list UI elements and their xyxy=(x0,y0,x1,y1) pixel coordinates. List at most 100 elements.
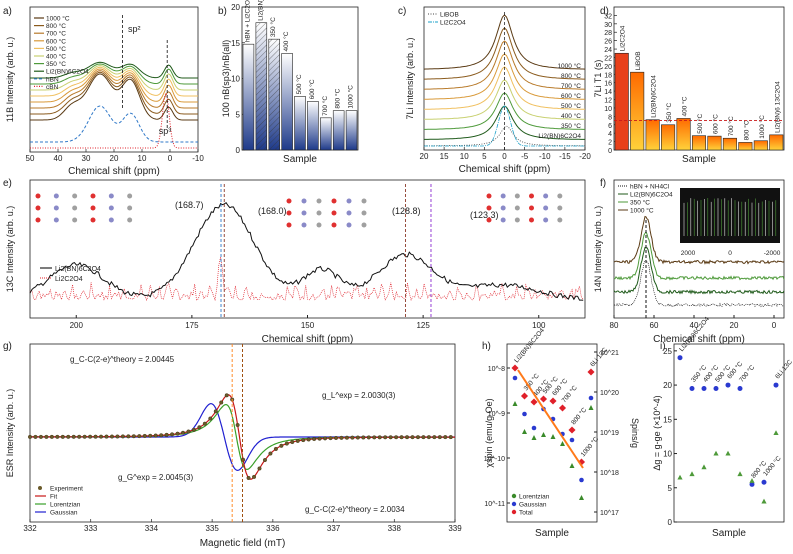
panel-b-bar xyxy=(307,101,319,151)
panel-g-experiment-point xyxy=(175,431,180,436)
panel-b-bar xyxy=(320,117,332,151)
panel-i-point xyxy=(749,478,755,483)
panel-g-experiment-point xyxy=(290,440,295,445)
panel-e-atom xyxy=(500,193,506,199)
panel-b-bar xyxy=(294,96,306,151)
panel-c-series-2 xyxy=(423,40,586,90)
panel-g-experiment-point xyxy=(180,430,185,435)
panel-g-experiment-point xyxy=(262,458,267,463)
panel-e-atom xyxy=(543,193,549,199)
panel-e-atom xyxy=(90,193,96,199)
panel-a-x-tick-label: 40 xyxy=(54,154,63,163)
panel-e-atom xyxy=(301,222,307,228)
panel-d-y-tick-label: 14 xyxy=(604,89,612,96)
panel-d-bar-label: 800 °C xyxy=(742,120,750,140)
panel-h-y2-tick-label: 10^21 xyxy=(600,350,619,357)
panel-e-atom xyxy=(557,193,563,199)
panel-g-experiment-point xyxy=(306,437,311,442)
panel-h-y2-tick-label: 10^17 xyxy=(600,510,619,517)
panel-a-legend-label: 800 °C xyxy=(46,22,66,30)
panel-f-letter: f) xyxy=(600,178,606,189)
panel-g-experiment-point xyxy=(388,435,393,440)
panel-e-annotation: (168.0) xyxy=(258,206,287,216)
panel-g-experiment-point xyxy=(202,421,207,426)
panel-g-experiment-point xyxy=(252,474,257,479)
panel-g-experiment-point xyxy=(213,409,218,414)
panel-f-legend-label: hBN + NH4Cl xyxy=(630,184,670,191)
panel-c-x-tick-label: 5 xyxy=(482,152,487,161)
panel-f-x-tick-label: 20 xyxy=(730,321,739,330)
panel-g-experiment-point xyxy=(312,437,317,442)
panel-h-lorentzian-point xyxy=(569,463,575,468)
panel-h-legend-swatch xyxy=(511,509,517,515)
panel-f-x-tick-label: 80 xyxy=(610,321,619,330)
panel-e-atom xyxy=(331,210,337,216)
panel-g-experiment-point xyxy=(366,435,371,440)
panel-a-series-5 xyxy=(30,65,198,91)
panel-h-lorentzian-point xyxy=(522,429,527,434)
panel-a-series-6 xyxy=(30,63,198,85)
panel-g-experiment-point xyxy=(328,436,333,441)
panel-h-ylabel: χspin (emu/g Oe) xyxy=(484,398,494,467)
panel-d-bar-label: 400 °C xyxy=(681,96,689,116)
panel-e-atom xyxy=(486,193,492,199)
panel-c-x-tick-label: -20 xyxy=(579,152,591,161)
panel-d-bar xyxy=(614,52,629,151)
panel-a-legend-label: 350 °C xyxy=(46,60,66,68)
panel-g-experiment-point xyxy=(38,434,43,439)
panel-a-xlabel: Chemical shift (ppm) xyxy=(68,166,160,177)
panel-a-series-1 xyxy=(30,71,198,115)
panel-c-letter: c) xyxy=(398,6,406,17)
panel-e-atom xyxy=(35,193,41,199)
panel-b-bar xyxy=(345,110,358,151)
panel-d-ylabel: 7Li T1 (s) xyxy=(593,60,603,98)
panel-e-atom xyxy=(301,198,307,204)
panel-e-atom xyxy=(557,205,563,211)
panel-e-atom xyxy=(346,222,352,228)
panel-i-point xyxy=(677,355,683,361)
panel-i-point xyxy=(677,474,683,480)
panel-g-experiment-point xyxy=(82,434,87,439)
panel-h-lorentzian-point xyxy=(541,432,546,437)
panel-h-legend-label: Total xyxy=(519,510,533,517)
panel-h-gaussian-point xyxy=(512,375,518,381)
panel-g-experiment-point xyxy=(448,435,453,440)
panel-e-atom xyxy=(53,217,59,223)
panel-e-atom xyxy=(486,217,492,223)
panel-a-ylabel: 11B Intensity (arb. u.) xyxy=(5,37,15,122)
panel-e-atom xyxy=(72,217,78,223)
panel-h-lorentzian-point xyxy=(560,441,565,446)
panel-d-bar-label: 600 °C xyxy=(711,114,719,134)
panel-g-experiment-point xyxy=(415,435,420,440)
panel-i-point xyxy=(761,479,767,485)
panel-i-y-tick-label: 0 xyxy=(668,518,673,527)
panel-e-atom xyxy=(331,222,337,228)
panel-h-y2-tick-label: 10^19 xyxy=(600,430,619,437)
panel-h-total-point xyxy=(558,404,567,412)
panel-e-legend-label: Li2C2O4 xyxy=(55,276,83,283)
panel-c-series-label: 1000 °C xyxy=(557,62,581,70)
panel-g-experiment-point xyxy=(159,433,164,438)
panel-g-experiment-point xyxy=(115,434,120,439)
panel-b-xlabel: Sample xyxy=(283,154,317,165)
panel-a-legend-label: 700 °C xyxy=(46,30,66,38)
panel-i-letter: i) xyxy=(660,341,666,352)
panel-d-bar-label: Li2(BN)6 13C2O4 xyxy=(774,81,781,133)
panel-e-atom xyxy=(361,198,367,204)
panel-e-atom xyxy=(35,217,41,223)
panel-d-bar-label: Li2C2O4 xyxy=(620,25,627,51)
panel-g-experiment-point xyxy=(60,434,65,439)
panel-e-atom xyxy=(127,193,133,199)
panel-f-legend-label: Li2(BN)6C2O4 xyxy=(630,192,673,199)
panel-g-experiment-point xyxy=(426,435,431,440)
panel-i-point xyxy=(749,481,755,487)
panel-d-y-tick-label: 30 xyxy=(604,22,612,29)
panel-f-series-2 xyxy=(614,230,785,281)
panel-d-y-tick-label: 24 xyxy=(604,47,612,54)
panel-b-bar xyxy=(242,43,255,151)
panel-d-bar-label: 700 °C xyxy=(727,116,735,136)
panel-b-bar-label: 800 °C xyxy=(334,88,342,108)
panel-b-y-tick-label: 0 xyxy=(236,146,241,155)
panel-b-bar-label: hBN + Li2C2O4 mixture xyxy=(244,0,251,42)
panel-i-point xyxy=(761,498,767,504)
